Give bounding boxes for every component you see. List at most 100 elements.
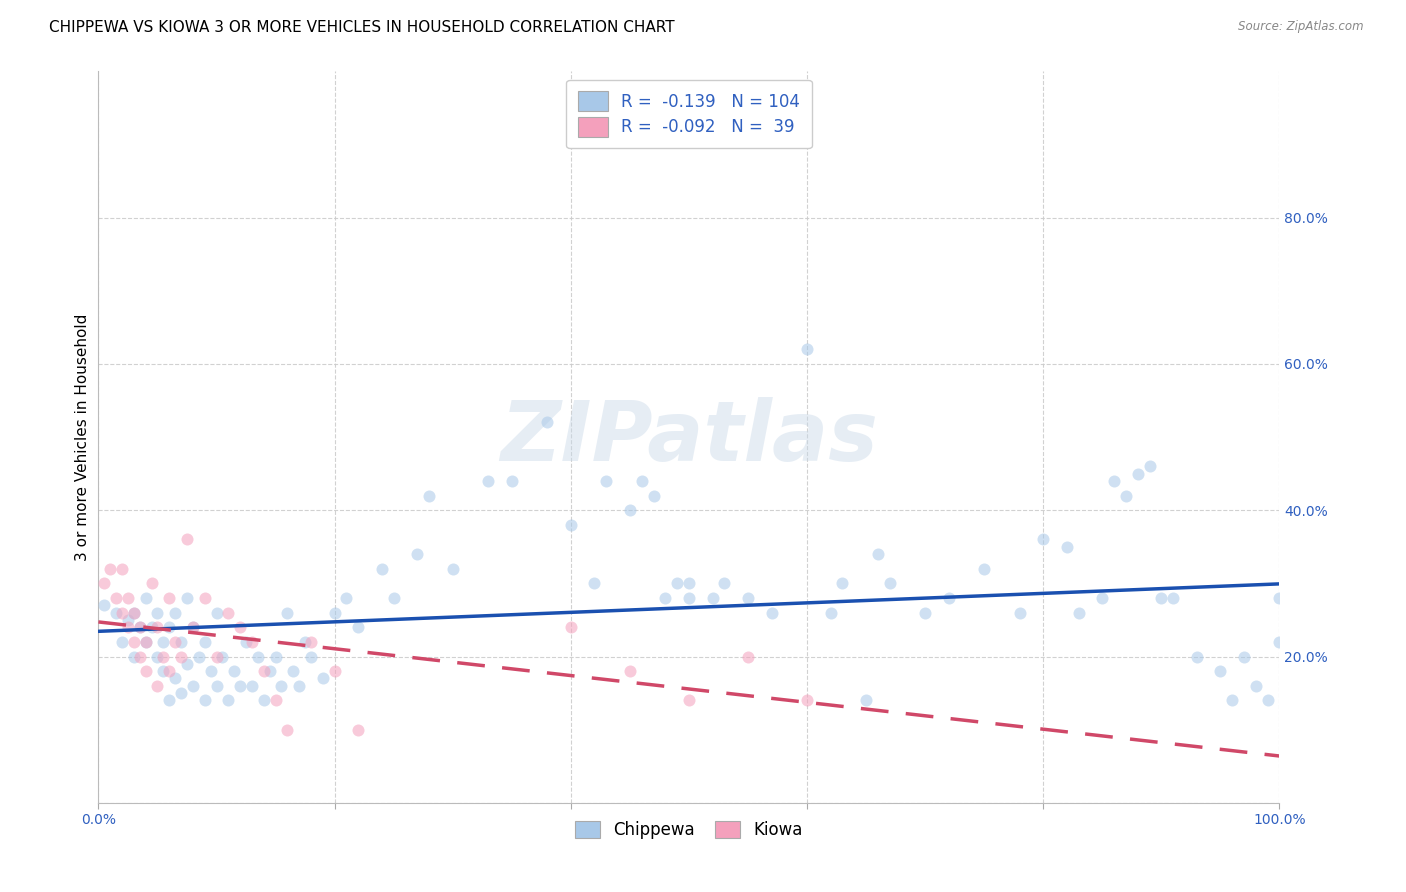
Point xyxy=(141,620,163,634)
Point xyxy=(117,613,139,627)
Point xyxy=(240,635,263,649)
Point xyxy=(111,635,134,649)
Point xyxy=(259,664,281,678)
Point xyxy=(176,533,198,547)
Point xyxy=(1292,635,1315,649)
Point xyxy=(796,343,818,357)
Point xyxy=(229,679,252,693)
Point xyxy=(170,635,193,649)
Point xyxy=(288,679,311,693)
Point xyxy=(643,489,665,503)
Point xyxy=(831,576,853,591)
Point xyxy=(1244,679,1267,693)
Point xyxy=(176,657,198,671)
Point xyxy=(117,620,139,634)
Point xyxy=(938,591,960,605)
Point xyxy=(299,635,322,649)
Point xyxy=(128,649,150,664)
Point xyxy=(1316,693,1339,707)
Point xyxy=(866,547,889,561)
Point xyxy=(1268,635,1291,649)
Point xyxy=(165,606,187,620)
Point xyxy=(630,474,652,488)
Point xyxy=(187,649,209,664)
Point xyxy=(820,606,842,620)
Point xyxy=(194,591,217,605)
Point xyxy=(224,664,246,678)
Point xyxy=(595,474,617,488)
Point xyxy=(1257,693,1279,707)
Point xyxy=(1220,693,1243,707)
Point xyxy=(111,562,134,576)
Point xyxy=(855,693,877,707)
Point xyxy=(1102,474,1125,488)
Legend: Chippewa, Kiowa: Chippewa, Kiowa xyxy=(568,814,810,846)
Point xyxy=(211,649,233,664)
Point xyxy=(264,693,287,707)
Point xyxy=(418,489,440,503)
Point xyxy=(105,591,128,605)
Point xyxy=(1091,591,1114,605)
Point xyxy=(135,635,157,649)
Point xyxy=(235,635,257,649)
Point xyxy=(135,591,157,605)
Point xyxy=(1268,591,1291,605)
Point xyxy=(146,649,169,664)
Point xyxy=(737,649,759,664)
Point xyxy=(122,606,145,620)
Point xyxy=(276,606,298,620)
Point xyxy=(536,416,558,430)
Point xyxy=(914,606,936,620)
Point xyxy=(1008,606,1031,620)
Point xyxy=(477,474,499,488)
Point xyxy=(105,606,128,620)
Point xyxy=(165,635,187,649)
Point xyxy=(181,679,204,693)
Y-axis label: 3 or more Vehicles in Household: 3 or more Vehicles in Household xyxy=(75,313,90,561)
Point xyxy=(205,649,228,664)
Point xyxy=(157,693,180,707)
Point xyxy=(654,591,676,605)
Point xyxy=(122,649,145,664)
Point xyxy=(796,693,818,707)
Point xyxy=(879,576,901,591)
Point xyxy=(117,591,139,605)
Point xyxy=(702,591,724,605)
Point xyxy=(560,517,582,532)
Point xyxy=(501,474,523,488)
Point xyxy=(181,620,204,634)
Point xyxy=(583,576,606,591)
Point xyxy=(170,649,193,664)
Point xyxy=(347,620,370,634)
Point xyxy=(1209,664,1232,678)
Point xyxy=(678,591,700,605)
Point xyxy=(371,562,394,576)
Point xyxy=(146,679,169,693)
Point xyxy=(678,693,700,707)
Point xyxy=(93,576,115,591)
Point xyxy=(1150,591,1173,605)
Point xyxy=(335,591,357,605)
Point xyxy=(141,576,163,591)
Point xyxy=(1115,489,1137,503)
Point xyxy=(347,723,370,737)
Point xyxy=(253,664,276,678)
Point xyxy=(128,620,150,634)
Point xyxy=(200,664,222,678)
Point xyxy=(152,664,174,678)
Point xyxy=(194,693,217,707)
Text: CHIPPEWA VS KIOWA 3 OR MORE VEHICLES IN HOUSEHOLD CORRELATION CHART: CHIPPEWA VS KIOWA 3 OR MORE VEHICLES IN … xyxy=(49,20,675,35)
Point xyxy=(194,635,217,649)
Point xyxy=(270,679,292,693)
Point xyxy=(152,649,174,664)
Point xyxy=(205,679,228,693)
Point xyxy=(299,649,322,664)
Point xyxy=(146,606,169,620)
Point xyxy=(1056,540,1078,554)
Point xyxy=(111,606,134,620)
Point xyxy=(678,576,700,591)
Point xyxy=(1303,664,1326,678)
Point xyxy=(406,547,429,561)
Point xyxy=(157,620,180,634)
Point xyxy=(152,635,174,649)
